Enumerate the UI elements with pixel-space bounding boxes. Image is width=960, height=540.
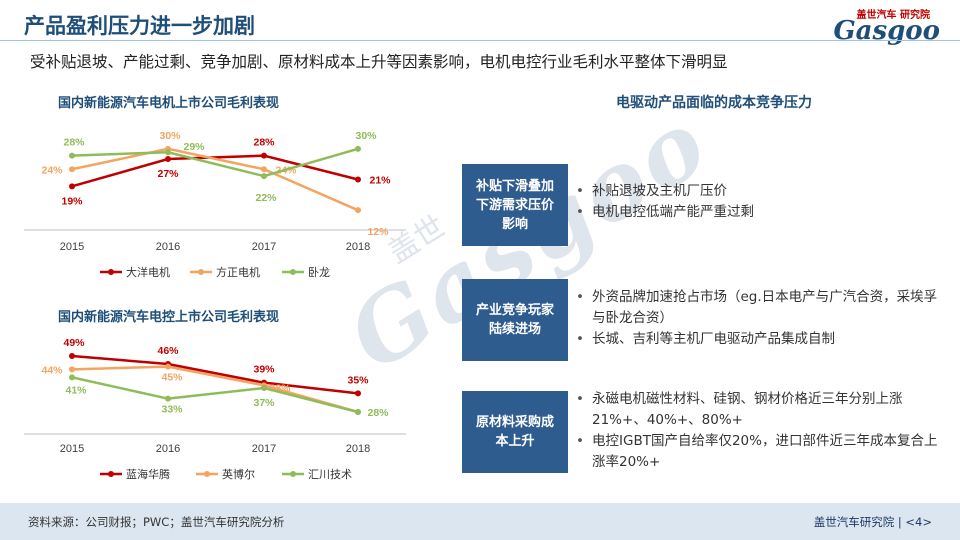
data-label: 29% xyxy=(183,141,205,153)
data-point xyxy=(355,207,361,214)
logo-cn-text: 盖世汽车 研究院 xyxy=(856,10,930,21)
data-label: 46% xyxy=(157,345,179,357)
legend-marker xyxy=(204,471,210,477)
data-point xyxy=(69,353,75,359)
data-label: 21% xyxy=(369,175,391,187)
bullet-item: 电机电控低端产能严重过剩 xyxy=(576,202,946,223)
slide-title: 产品盈利压力进一步加剧 xyxy=(24,14,255,38)
series-line xyxy=(71,154,359,188)
data-point xyxy=(355,176,361,183)
pressure-title: 电驱动产品面临的成本竞争压力 xyxy=(616,95,812,111)
pressure-bullets-subsidy: 补贴退坡及主机厂压价 电机电控低端产能严重过剩 xyxy=(576,181,946,223)
x-tick-label: 2016 xyxy=(156,443,180,455)
bullet-item: 永磁电机磁性材料、硅钢、钢材价格近三年分别上涨21%+、40%+、80%+ xyxy=(576,389,946,431)
logo-en-text: Gasgoo xyxy=(833,16,940,46)
data-point xyxy=(261,166,267,173)
legend-marker xyxy=(108,269,114,275)
x-tick-label: 2017 xyxy=(252,241,276,253)
pressure-bullets-materials: 永磁电机磁性材料、硅钢、钢材价格近三年分别上涨21%+、40%+、80%+ 电控… xyxy=(576,389,946,473)
data-label: 33% xyxy=(161,404,183,416)
data-label: 45% xyxy=(161,372,183,384)
data-point xyxy=(355,145,361,152)
footer-bar: 资料来源：公司财报；PWC；盖世汽车研究院分析 盖世汽车研究院 | <4> xyxy=(0,503,960,540)
legend-label: 英博尔 xyxy=(222,467,255,481)
footer-org-page: 盖世汽车研究院 | <4> xyxy=(813,515,932,529)
pressure-box-competition: 产业竞争玩家陆续进场 xyxy=(462,279,568,361)
data-label: 41% xyxy=(65,384,87,396)
data-point xyxy=(261,385,267,391)
controller-margin-chart: 2015 2016 2017 201849%46%39%35%蓝海华腾44%45%38… xyxy=(24,337,406,481)
x-tick-label: 2018 xyxy=(346,241,370,253)
legend-label: 大洋电机 xyxy=(126,265,170,279)
x-tick-label: 2017 xyxy=(252,443,276,455)
legend-label: 蓝海华腾 xyxy=(126,467,170,481)
data-label: 39% xyxy=(253,364,275,376)
data-label: 27% xyxy=(157,168,179,180)
bullet-item: 长城、吉利等主机厂电驱动产品集成自制 xyxy=(576,329,946,350)
data-point xyxy=(165,395,171,402)
legend-label: 卧龙 xyxy=(308,266,330,279)
data-point xyxy=(165,149,171,156)
data-label: 44% xyxy=(41,364,63,376)
series-line xyxy=(71,354,359,395)
series-line xyxy=(71,147,359,212)
pressure-box-materials: 原材料采购成本上升 xyxy=(462,391,568,473)
data-point xyxy=(69,374,75,381)
legend-marker xyxy=(290,269,296,275)
x-tick-label: 2018 xyxy=(346,443,370,455)
data-label: 49% xyxy=(63,337,85,349)
legend-label: 方正电机 xyxy=(216,265,260,279)
data-label: 28% xyxy=(367,407,389,419)
legend-marker xyxy=(290,471,296,477)
data-point xyxy=(69,183,75,190)
data-label: 24% xyxy=(41,164,63,176)
data-label: 22% xyxy=(255,192,277,204)
title-divider xyxy=(0,40,960,41)
data-label: 30% xyxy=(355,130,377,142)
pressure-bullets-competition: 外资品牌加速抢占市场（eg.日本电产与广汽合资，采埃孚与卧龙合资） 长城、吉利等… xyxy=(576,287,946,350)
data-point xyxy=(69,366,75,373)
data-point xyxy=(355,390,361,397)
data-point xyxy=(261,173,267,180)
data-point xyxy=(165,363,171,370)
pressure-box-subsidy: 补贴下滑叠加下游需求压价影响 xyxy=(462,164,568,246)
data-point xyxy=(69,166,75,173)
data-point xyxy=(261,152,267,159)
x-tick-label: 2015 xyxy=(60,241,84,253)
legend-label: 汇川技术 xyxy=(308,468,352,481)
gasgoo-logo: 盖世汽车 研究院 Gasgoo xyxy=(800,6,940,46)
data-label: 35% xyxy=(347,374,369,386)
series-line xyxy=(71,365,359,414)
data-label: 30% xyxy=(159,130,181,142)
data-point xyxy=(69,152,75,159)
series-line xyxy=(71,147,359,178)
data-label: 37% xyxy=(253,397,275,409)
x-tick-label: 2016 xyxy=(156,241,180,253)
data-point xyxy=(165,156,171,163)
x-tick-label: 2015 xyxy=(60,443,84,455)
bullet-item: 外资品牌加速抢占市场（eg.日本电产与广汽合资，采埃孚与卧龙合资） xyxy=(576,287,946,329)
data-label: 19% xyxy=(61,195,83,207)
data-label: 28% xyxy=(253,137,275,149)
data-label: 28% xyxy=(63,137,85,149)
series-line xyxy=(71,376,359,414)
controller-chart-title: 国内新能源汽车电控上市公司毛利表现 xyxy=(58,310,280,325)
motor-margin-chart: 2015 2016 2017 201819%27%28%21%大洋电机24%30%24… xyxy=(24,130,406,279)
legend-marker xyxy=(198,269,204,275)
slide-subtitle: 受补贴退坡、产能过剩、竞争加剧、原材料成本上升等因素影响，电机电控行业毛利水平整… xyxy=(30,53,728,71)
bullet-item: 电控IGBT国产自给率仅20%，进口部件近三年成本复合上涨率20%+ xyxy=(576,431,946,473)
legend-marker xyxy=(108,471,114,477)
bullet-item: 补贴退坡及主机厂压价 xyxy=(576,181,946,202)
data-point xyxy=(355,409,361,415)
motor-chart-title: 国内新能源汽车电机上市公司毛利表现 xyxy=(58,96,280,111)
data-label: 12% xyxy=(367,226,389,238)
footer-source: 资料来源：公司财报；PWC；盖世汽车研究院分析 xyxy=(28,515,285,529)
